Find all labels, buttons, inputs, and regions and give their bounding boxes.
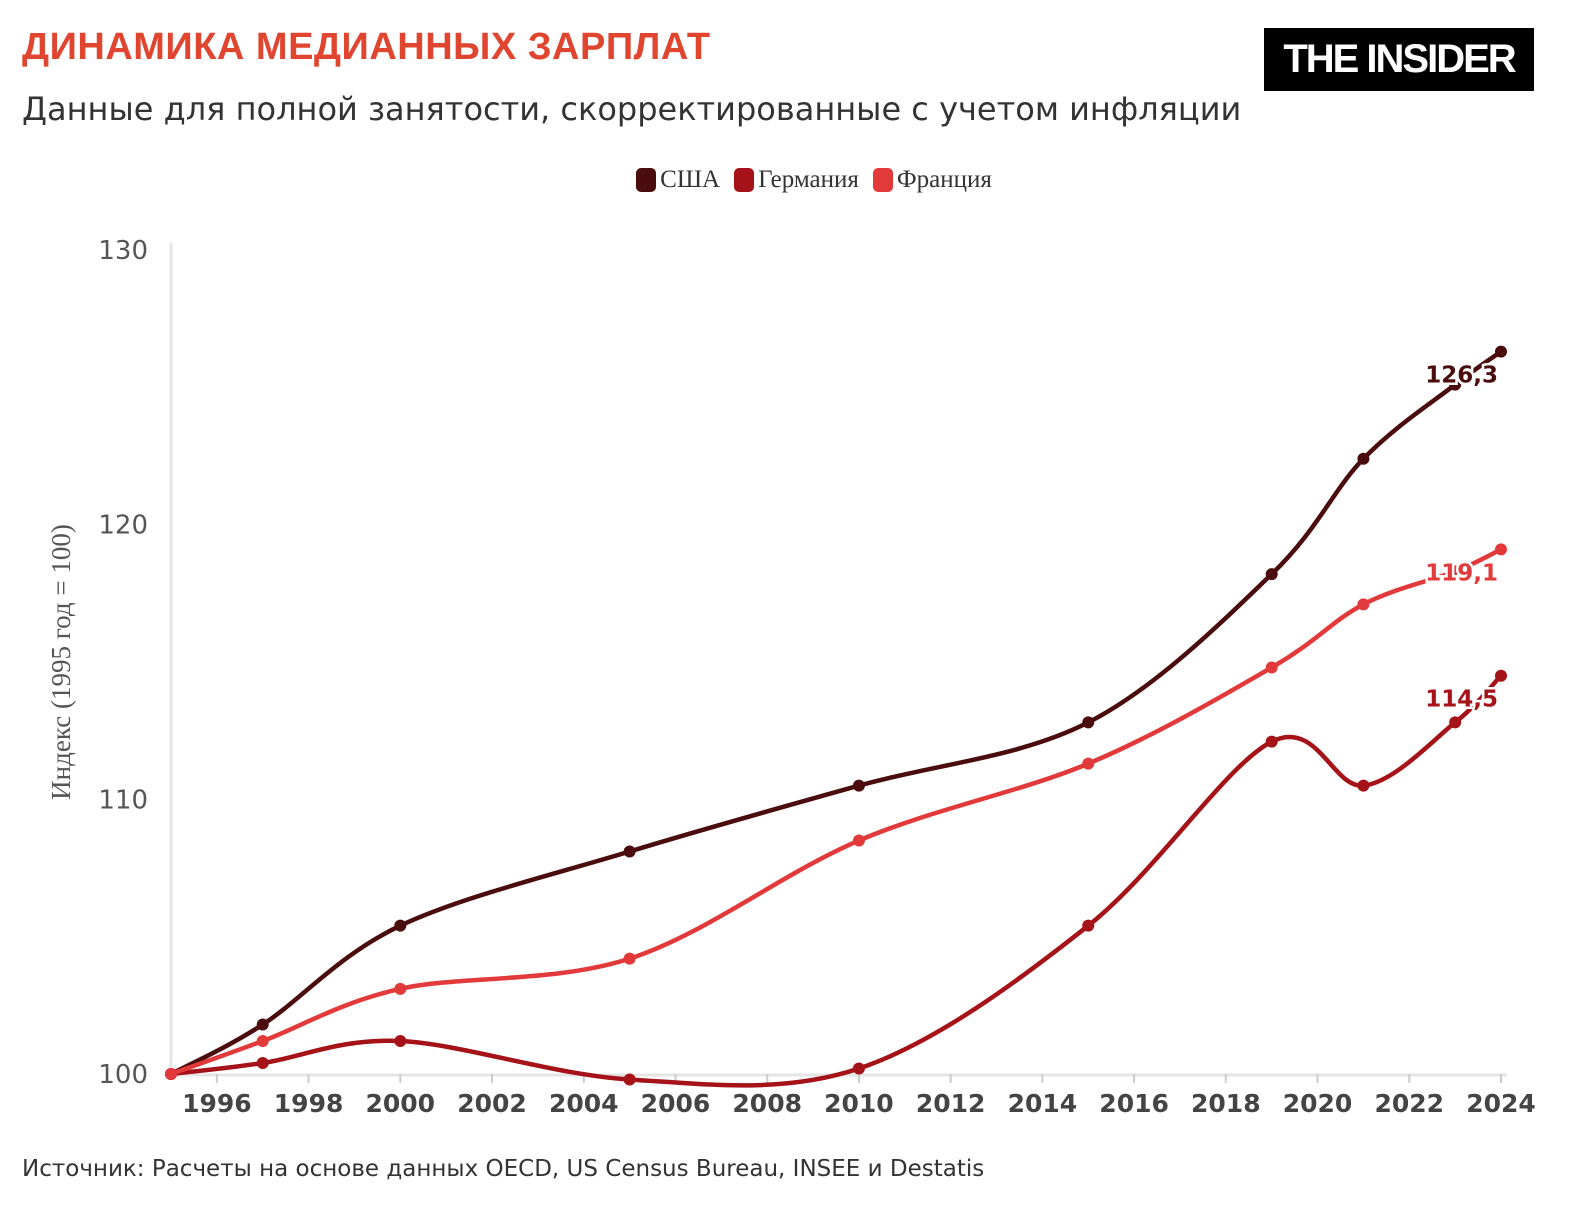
data-point [165, 1068, 177, 1080]
data-point [1449, 565, 1462, 578]
x-tick-label: 2010 [824, 1089, 894, 1118]
x-tick-label: 2000 [366, 1089, 436, 1118]
y-axis-label: Индекс (1995 год = 100) [46, 524, 76, 800]
legend: США Германия Франция [0, 166, 1588, 194]
end-value-label: 126,3 [1425, 363, 1498, 389]
x-tick-label: 2014 [1008, 1089, 1078, 1118]
data-point [623, 952, 636, 965]
data-point [1449, 716, 1462, 729]
data-point [394, 919, 407, 932]
legend-swatch [872, 168, 893, 192]
legend-item: Франция [872, 166, 992, 194]
data-point [1265, 735, 1278, 748]
y-tick-label: 120 [98, 511, 148, 541]
x-tick-label: 2004 [549, 1089, 619, 1118]
x-tick-label: 2020 [1283, 1089, 1353, 1118]
x-tick-label: 2022 [1374, 1089, 1444, 1118]
legend-label: США [660, 166, 721, 193]
data-point [256, 1018, 269, 1031]
data-point [852, 834, 865, 847]
x-tick-label: 2016 [1099, 1089, 1169, 1118]
legend-swatch [734, 168, 755, 192]
x-tick-label: 2024 [1466, 1089, 1536, 1118]
legend-item: Германия [734, 166, 859, 194]
data-point [1449, 378, 1462, 391]
x-tick-label: 1998 [274, 1089, 344, 1118]
data-point [1495, 345, 1507, 358]
logo: THE INSIDER [1264, 28, 1534, 91]
data-point [1265, 661, 1278, 674]
data-point [1082, 716, 1095, 729]
x-tick-label: 1996 [182, 1089, 252, 1118]
data-point [394, 982, 407, 995]
data-point [852, 779, 865, 792]
legend-label: Германия [758, 166, 859, 193]
series-line [170, 547, 1502, 1077]
data-point [256, 1035, 269, 1048]
data-point [623, 1073, 636, 1086]
legend-label: Франция [896, 166, 992, 193]
chart-title: ДИНАМИКА МЕДИАННЫХ ЗАРПЛАТ [22, 26, 711, 68]
data-point [623, 845, 636, 858]
data-point [1357, 779, 1370, 792]
chart-subtitle: Данные для полной занятости, скорректиро… [22, 90, 1242, 128]
end-value-label: 114,5 [1425, 687, 1498, 713]
x-tick-label: 2006 [641, 1089, 711, 1118]
y-tick-label: 130 [98, 236, 148, 266]
legend-swatch [636, 168, 657, 192]
data-point [1082, 757, 1095, 770]
source-note: Источник: Расчеты на основе данных OECD,… [22, 1156, 985, 1182]
end-value-label: 119,1 [1425, 560, 1498, 586]
data-point [1357, 452, 1370, 465]
x-tick-label: 2002 [457, 1089, 527, 1118]
data-point [852, 1062, 865, 1075]
series-line [169, 349, 1503, 1076]
x-tick-label: 2018 [1191, 1089, 1261, 1118]
data-point [394, 1035, 407, 1048]
y-tick-label: 100 [98, 1060, 148, 1090]
series-line [170, 674, 1503, 1088]
data-point [1495, 543, 1507, 556]
x-tick-label: 2008 [732, 1089, 802, 1118]
data-point [1265, 568, 1278, 581]
data-point [1082, 919, 1095, 932]
legend-item: США [636, 166, 720, 194]
data-point [1357, 598, 1370, 611]
data-point [1495, 669, 1507, 682]
y-tick-label: 110 [98, 785, 148, 815]
x-tick-label: 2012 [916, 1089, 986, 1118]
data-point [256, 1057, 269, 1070]
